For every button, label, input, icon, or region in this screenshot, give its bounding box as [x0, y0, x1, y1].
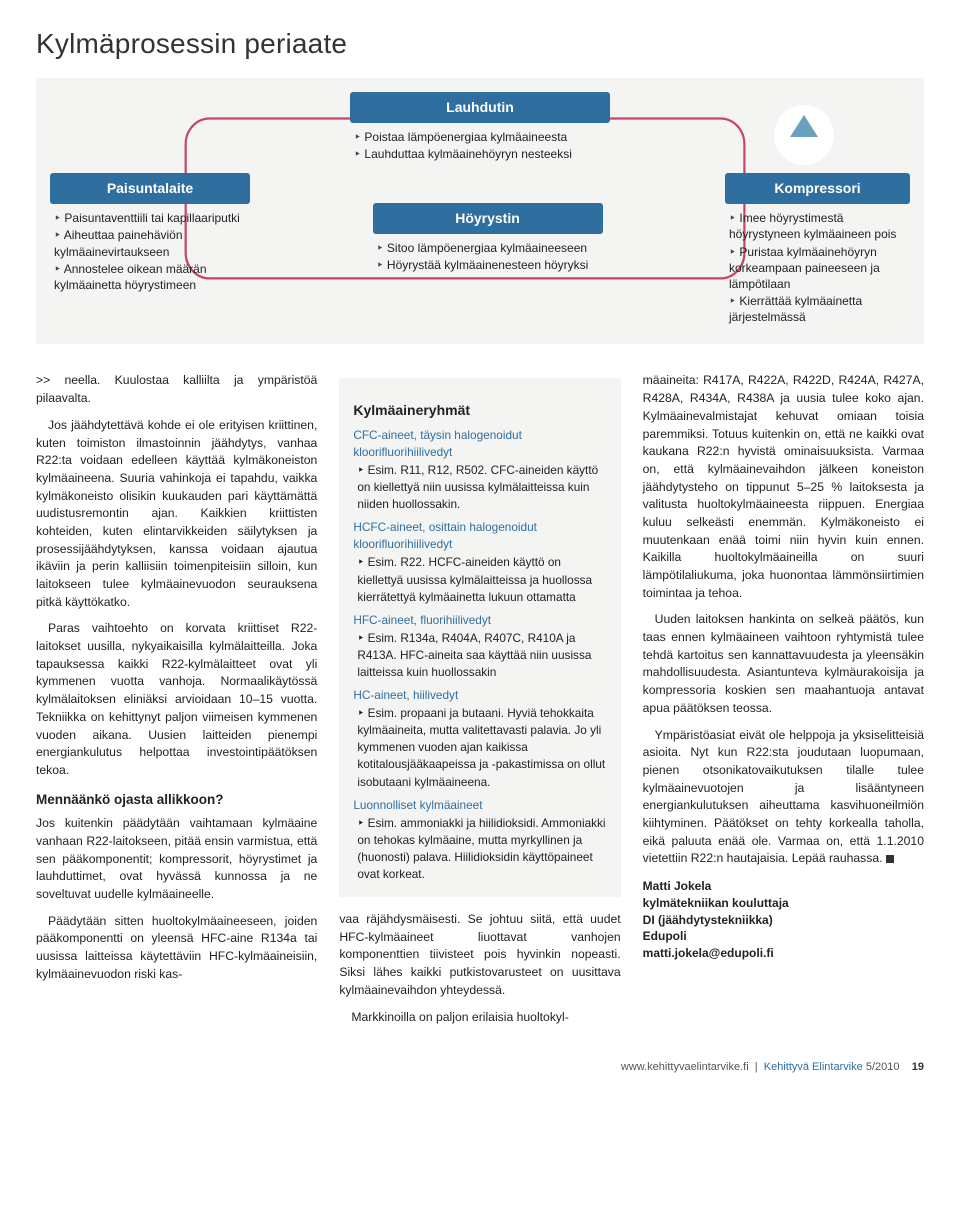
footer-url: www.kehittyvaelintarvike.fi	[621, 1061, 749, 1073]
col1-p4: Päädytään sitten huoltokylmäaineeseen, j…	[36, 913, 317, 984]
author-org: Edupoli	[643, 928, 924, 945]
article-columns: >> neella. Kuulostaa kalliilta ja ympäri…	[36, 372, 924, 1035]
col1-p2: Paras vaihtoehto on korvata kriittiset R…	[36, 620, 317, 779]
author-degree: DI (jäähdytystekniikka)	[643, 912, 924, 929]
compressor-triangle-icon	[790, 115, 818, 137]
author-title: kylmätekniikan kouluttaja	[643, 895, 924, 912]
footer-issue: 5/2010	[866, 1061, 900, 1073]
author-email: matti.jokela@edupoli.fi	[643, 945, 924, 962]
col3-p2: Uuden laitoksen hankinta on selkeä päätö…	[643, 611, 924, 717]
col3-p1: mäaineita: R417A, R422A, R422D, R424A, R…	[643, 372, 924, 602]
box-paisuntalaite: Paisuntalaite Paisuntaventtiili tai kapi…	[50, 173, 250, 294]
head-paisuntalaite: Paisuntalaite	[50, 173, 250, 204]
process-diagram: Lauhdutin Poistaa lämpöenergiaa kylmäain…	[36, 78, 924, 344]
author-block: Matti Jokela kylmätekniikan kouluttaja D…	[643, 878, 924, 962]
col1-p3: Jos kuitenkin päädytään vaihtamaan kylmä…	[36, 815, 317, 903]
column-3: mäaineita: R417A, R422A, R422D, R424A, R…	[643, 372, 924, 1035]
items-lauhdutin: Poistaa lämpöenergiaa kylmäaineesta Lauh…	[350, 129, 610, 162]
col1-p1: Jos jäähdytettävä kohde ei ole erityisen…	[36, 417, 317, 612]
box-lauhdutin: Lauhdutin Poistaa lämpöenergiaa kylmäain…	[350, 92, 610, 163]
col1-h2: Mennäänkö ojasta allikkoon?	[36, 790, 317, 810]
items-paisuntalaite: Paisuntaventtiili tai kapillaariputki Ai…	[50, 210, 250, 293]
column-2: Kylmäaineryhmät CFC-aineet, täysin halog…	[339, 372, 620, 1035]
footer-page: 19	[912, 1061, 924, 1073]
group-hc: HC-aineet, hiilivedyt Esim. propaani ja …	[353, 687, 606, 791]
box-kompressori: Kompressori Imee höyrystimestä höyrystyn…	[725, 173, 910, 326]
refrigerant-groups-box: Kylmäaineryhmät CFC-aineet, täysin halog…	[339, 378, 620, 897]
sidebar-title: Kylmäaineryhmät	[353, 400, 606, 420]
items-hoyrystin: Sitoo lämpöenergiaa kylmäaineeseen Höyry…	[373, 240, 603, 273]
column-1: >> neella. Kuulostaa kalliilta ja ympäri…	[36, 372, 317, 1035]
page-footer: www.kehittyvaelintarvike.fi | Kehittyvä …	[36, 1061, 924, 1073]
box-hoyrystin: Höyrystin Sitoo lämpöenergiaa kylmäainee…	[373, 203, 603, 274]
col3-p3: Ympäristöasiat eivät ole helppoja ja yks…	[643, 727, 924, 869]
col1-lead: >> neella. Kuulostaa kalliilta ja ympäri…	[36, 372, 317, 407]
col2-tail-p2inen: Markkinoilla on paljon erilaisia huoltok…	[339, 1009, 620, 1027]
group-cfc: CFC-aineet, täysin halogenoidut kloorifl…	[353, 427, 606, 513]
head-hoyrystin: Höyrystin	[373, 203, 603, 234]
page-title: Kylmäprosessin periaate	[36, 28, 924, 60]
group-hcfc: HCFC-aineet, osittain halogenoidut kloor…	[353, 519, 606, 605]
end-square-icon	[886, 855, 894, 863]
footer-brand: Kehittyvä Elintarvike	[764, 1061, 863, 1073]
items-kompressori: Imee höyrystimestä höyrystyneen kylmäain…	[725, 210, 910, 325]
head-kompressori: Kompressori	[725, 173, 910, 204]
author-name: Matti Jokela	[643, 878, 924, 895]
col2-tail-p1: vaa räjähdysmäisesti. Se johtuu siitä, e…	[339, 911, 620, 999]
head-lauhdutin: Lauhdutin	[350, 92, 610, 123]
group-hfc: HFC-aineet, fluorihiilivedyt Esim. R134a…	[353, 612, 606, 681]
group-natural: Luonnolliset kylmäaineet Esim. ammoniakk…	[353, 797, 606, 883]
